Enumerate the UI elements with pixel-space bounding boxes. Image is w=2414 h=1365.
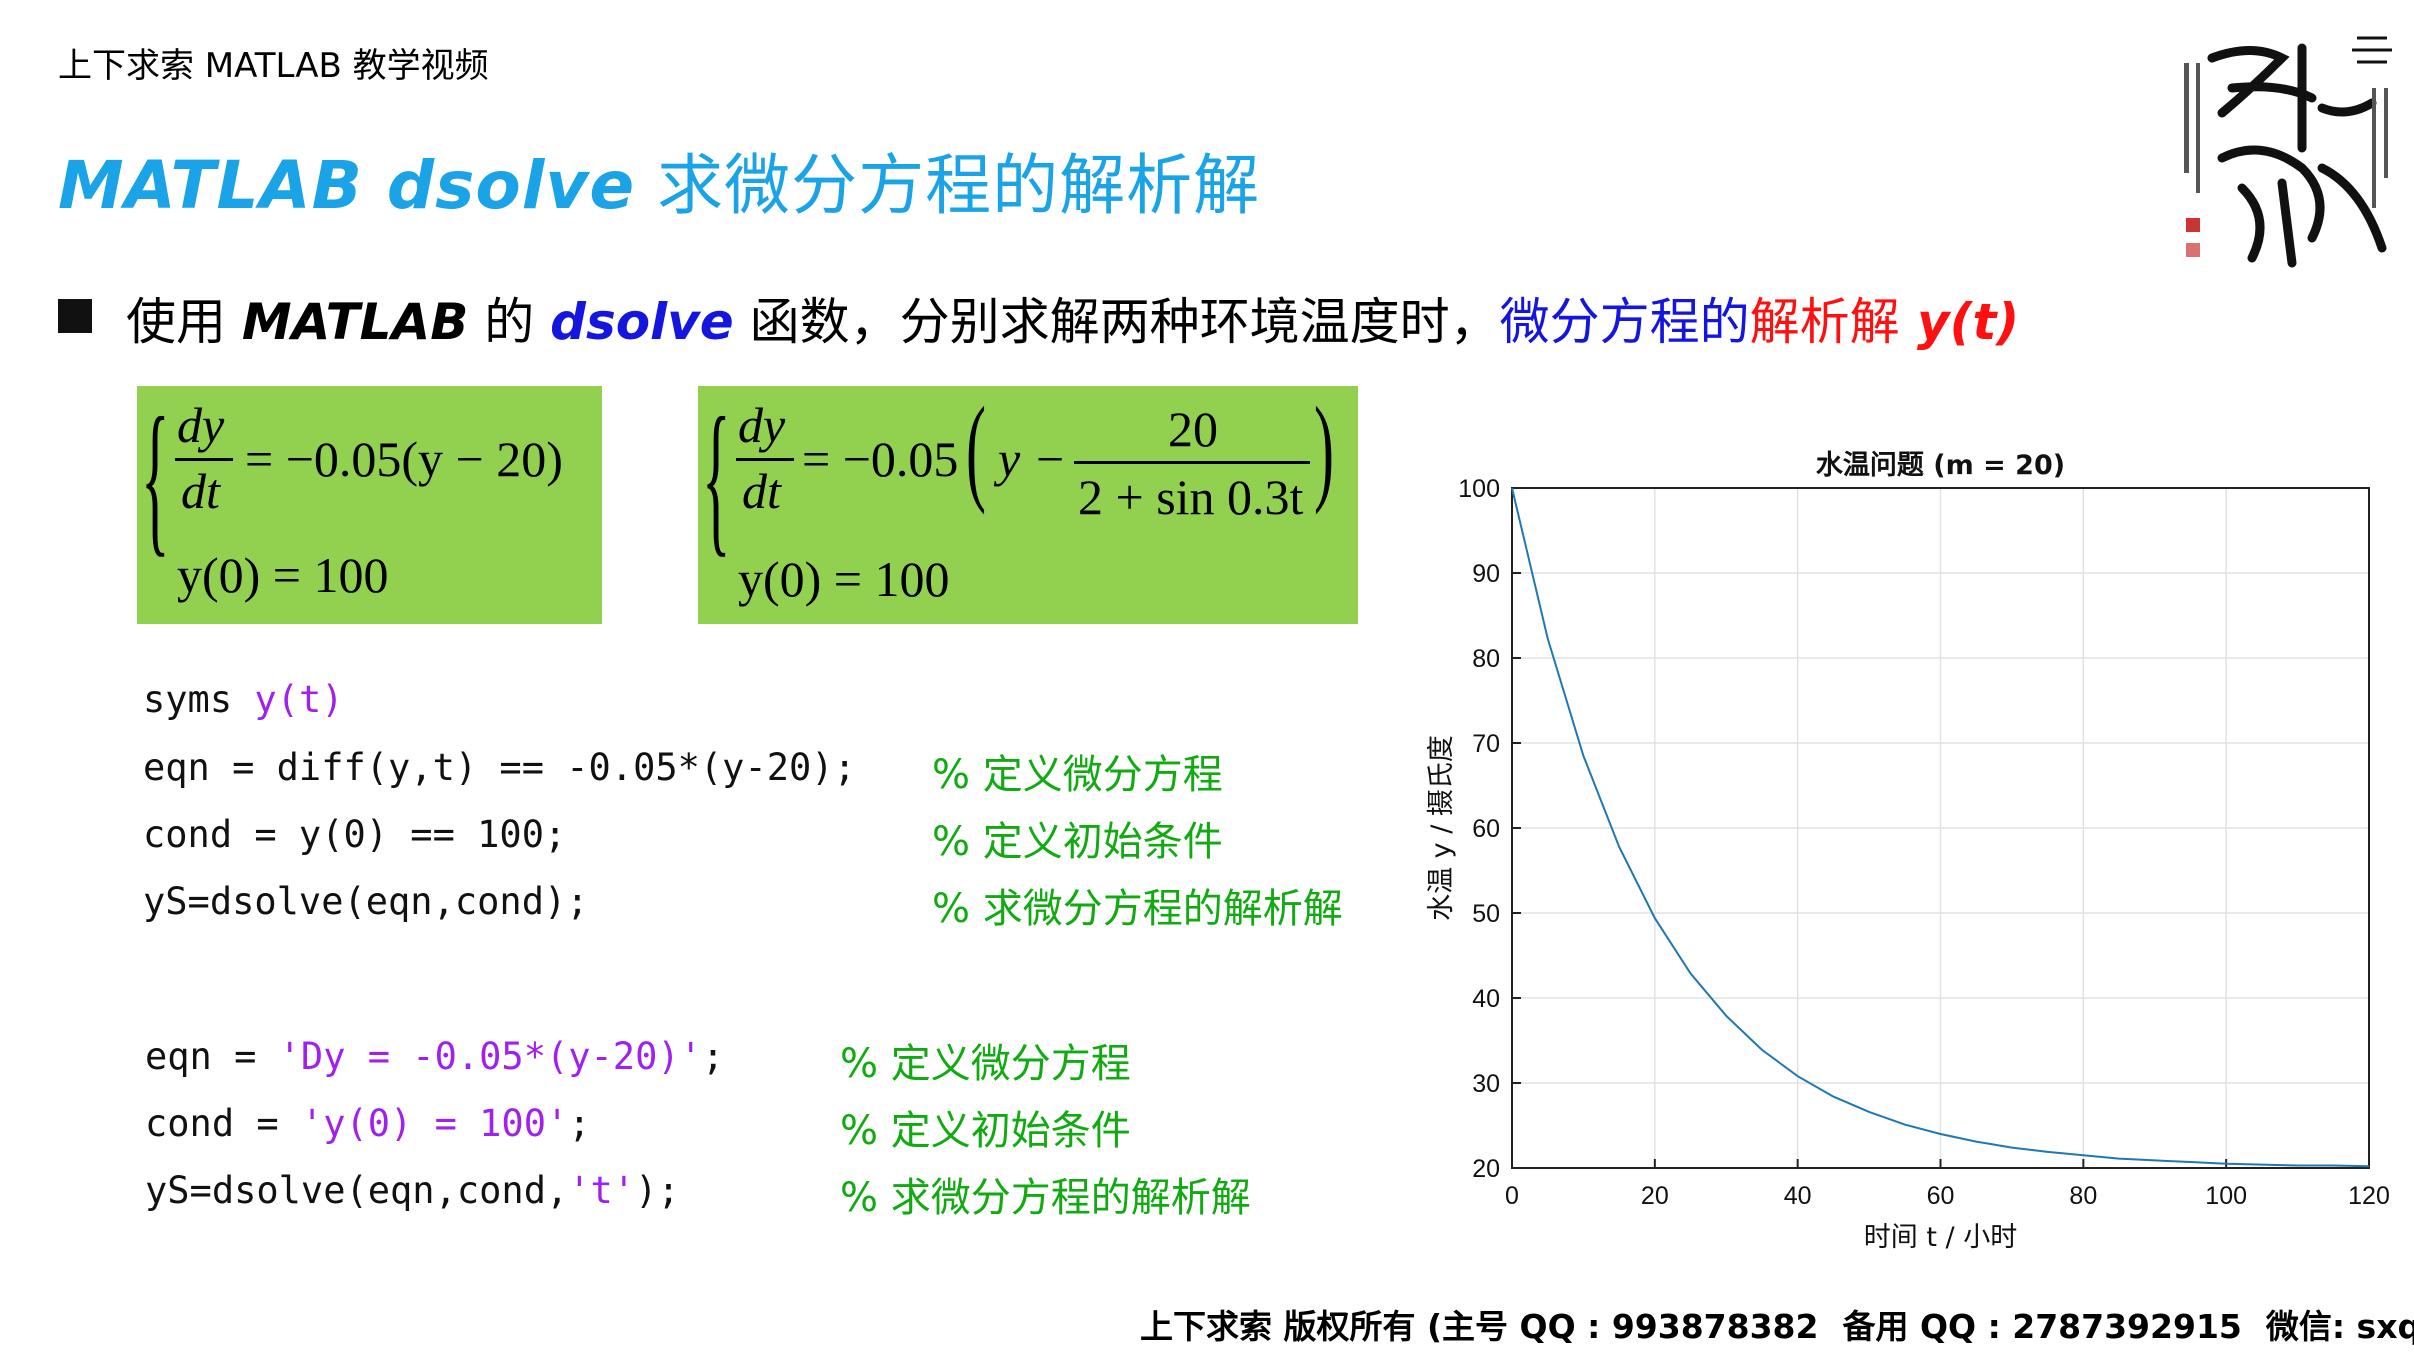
slide-title-zh: 求微分方程的解析解 — [635, 147, 1261, 224]
code-line-4: yS=dsolve(eqn,cond); — [143, 880, 589, 923]
y-tick-label: 80 — [1472, 645, 1500, 673]
x-tick-label: 60 — [1927, 1182, 1955, 1210]
y-tick-label: 50 — [1472, 900, 1500, 928]
bullet-part: 的 — [468, 293, 551, 351]
bullet-square-icon — [58, 299, 92, 333]
equation-box-1: { dy dt = −0.05(y − 20) y(0) = 100 — [137, 386, 602, 624]
x-tick-label: 40 — [1784, 1182, 1812, 1210]
eq2-numerator: dy — [738, 397, 786, 453]
y-tick-label: 90 — [1472, 560, 1500, 588]
y-tick-label: 70 — [1472, 730, 1500, 758]
eq1-denominator: dt — [181, 463, 220, 519]
code2-line-3: yS=dsolve(eqn,cond,'t'); — [145, 1169, 680, 1212]
footer-copyright: 上下求索 版权所有 (主号 QQ : 993878382 备用 QQ : 2787… — [1140, 1300, 2414, 1348]
x-axis-label: 时间 t / 小时 — [1864, 1222, 2017, 1253]
x-tick-label: 20 — [1641, 1182, 1669, 1210]
eq2-y-minus: y − — [998, 431, 1067, 487]
eq2-fraction-bar — [736, 458, 794, 461]
y-tick-label: 40 — [1472, 985, 1500, 1013]
code-line-3: cond = y(0) == 100; — [143, 813, 567, 856]
code-comment-3: % 定义初始条件 — [932, 819, 1223, 865]
bullet-part: 使用 — [126, 293, 242, 351]
bullet-matlab: MATLAB — [241, 293, 469, 351]
eq2-denominator: dt — [742, 463, 781, 519]
bullet-dsolve: dsolve — [550, 293, 734, 351]
eq2-rhs-left: = −0.05 — [802, 431, 959, 487]
eq1-fraction-bar — [175, 458, 233, 461]
left-brace: { — [702, 383, 731, 571]
slide-title: MATLAB dsolve 求微分方程的解析解 — [58, 132, 1260, 228]
code2-line-1: eqn = 'Dy = -0.05*(y-20)'; — [145, 1035, 725, 1078]
left-brace: { — [141, 383, 170, 571]
y-tick-label: 60 — [1472, 815, 1500, 843]
bullet-text: 使用 MATLAB 的 dsolve 函数，分别求解两种环境温度时，微分方程的解… — [58, 282, 2019, 354]
eq1-initial-condition: y(0) = 100 — [177, 547, 389, 603]
code2-comment-3: % 求微分方程的解析解 — [840, 1175, 1251, 1221]
series-line-0 — [1511, 487, 2370, 1168]
bullet-highlight-blue: 微分方程的 — [1499, 293, 1750, 351]
y-tick-label: 100 — [1458, 475, 1500, 503]
y-tick-label: 20 — [1472, 1155, 1500, 1183]
footer-wechat: 微信: sxqiuso) — [2265, 1307, 2414, 1346]
code2-comment-2: % 定义初始条件 — [840, 1108, 1131, 1154]
bullet-yt: y(t) — [1899, 293, 2020, 351]
eq1-numerator: dy — [177, 397, 225, 453]
slide-title-en: MATLAB dsolve — [58, 147, 636, 224]
course-label: 上下求索 MATLAB 教学视频 — [58, 46, 489, 86]
code-comment-2: % 定义微分方程 — [932, 752, 1223, 798]
y-axis-label: 水温 y / 摄氏度 — [1426, 735, 1457, 921]
bullet-highlight-red: 解析解 — [1749, 293, 1900, 351]
x-tick-label: 80 — [2069, 1182, 2097, 1210]
code2-comment-1: % 定义微分方程 — [840, 1041, 1131, 1087]
x-tick-label: 100 — [2205, 1182, 2247, 1210]
code-comment-4: % 求微分方程的解析解 — [932, 886, 1343, 932]
eq2-initial-condition: y(0) = 100 — [738, 551, 950, 607]
y-tick-label: 30 — [1472, 1070, 1500, 1098]
calligraphy-seal-logo — [2184, 36, 2392, 268]
right-paren: ) — [1314, 382, 1334, 515]
bullet-part: 函数，分别求解两种环境温度时， — [733, 293, 1500, 351]
eq2-inner-numerator: 20 — [1168, 401, 1218, 457]
equation-box-2: { dy dt = −0.05 ( y − 20 2 + sin 0.3t ) … — [698, 382, 1358, 624]
eq2-inner-fraction-bar — [1074, 461, 1310, 464]
x-tick-label: 0 — [1505, 1182, 1519, 1210]
x-tick-label: 120 — [2348, 1182, 2390, 1210]
code-line-2: eqn = diff(y,t) == -0.05*(y-20); — [143, 746, 856, 789]
code-line-1: syms y(t) — [143, 678, 344, 721]
eq1-rhs: = −0.05(y − 20) — [245, 431, 563, 487]
chart-title: 水温问题 (m = 20) — [1816, 450, 2065, 481]
left-paren: ( — [966, 382, 986, 515]
footer-backup-qq: 备用 QQ : 2787392915 — [1842, 1307, 2242, 1346]
code2-line-2: cond = 'y(0) = 100'; — [145, 1102, 591, 1145]
eq2-inner-denominator: 2 + sin 0.3t — [1078, 469, 1304, 525]
footer-owner: 上下求索 版权所有 (主号 QQ : 993878382 — [1140, 1307, 1819, 1346]
